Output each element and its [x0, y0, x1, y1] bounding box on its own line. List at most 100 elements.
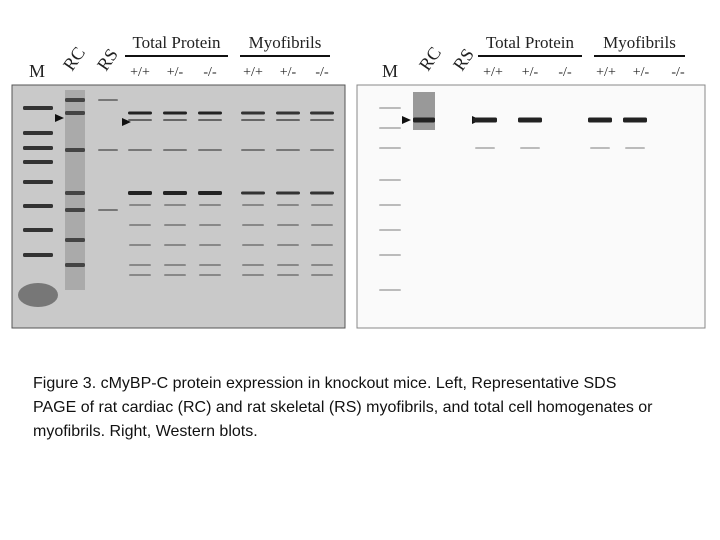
group-title: Myofibrils [249, 33, 322, 52]
band [129, 224, 151, 226]
band [65, 111, 85, 115]
band [379, 204, 401, 206]
band [310, 149, 334, 151]
band [588, 117, 612, 123]
band [590, 147, 610, 149]
band [164, 204, 186, 206]
band [23, 204, 53, 208]
band [129, 274, 151, 276]
band [164, 244, 186, 246]
band [23, 228, 53, 232]
lane-label: RS [449, 45, 478, 75]
band [65, 148, 85, 152]
band [129, 204, 151, 206]
gel-left-border [11, 84, 346, 329]
band [242, 274, 264, 276]
band [163, 149, 187, 151]
marker-label: M [382, 61, 398, 81]
genotype-label: +/+ [483, 65, 503, 80]
band [379, 127, 401, 129]
band [475, 147, 495, 149]
band [65, 191, 85, 195]
band [379, 179, 401, 181]
band [129, 264, 151, 266]
band [23, 106, 53, 110]
band [277, 224, 299, 226]
band [163, 119, 187, 121]
band [242, 264, 264, 266]
band [311, 204, 333, 206]
band [198, 111, 222, 115]
band [163, 111, 187, 115]
marker-label: M [29, 61, 45, 81]
band [23, 131, 53, 135]
genotype-label: -/- [558, 65, 572, 80]
band [199, 224, 221, 226]
band [98, 149, 118, 151]
band [379, 289, 401, 291]
band [277, 264, 299, 266]
band [18, 283, 58, 307]
genotype-label: +/- [167, 65, 184, 80]
band [379, 147, 401, 149]
band [163, 191, 187, 195]
band [129, 244, 151, 246]
band [241, 149, 265, 151]
band [310, 119, 334, 121]
band [23, 180, 53, 184]
band [128, 111, 152, 115]
genotype-label: -/- [203, 65, 217, 80]
band [413, 117, 435, 123]
band [198, 119, 222, 121]
band [311, 244, 333, 246]
band [310, 191, 334, 195]
band [198, 149, 222, 151]
band [199, 264, 221, 266]
genotype-label: +/+ [130, 65, 150, 80]
band [623, 117, 647, 123]
band [311, 274, 333, 276]
band [379, 107, 401, 109]
band [23, 253, 53, 257]
band [65, 208, 85, 212]
band [310, 111, 334, 115]
band [242, 244, 264, 246]
lane-label: RS [93, 45, 122, 75]
band [128, 191, 152, 195]
band [65, 98, 85, 102]
band [164, 224, 186, 226]
band [98, 209, 118, 211]
band [199, 274, 221, 276]
band [65, 90, 85, 290]
arrow [402, 116, 411, 124]
band [242, 224, 264, 226]
band [311, 224, 333, 226]
band [23, 146, 53, 150]
band [625, 147, 645, 149]
band [277, 274, 299, 276]
band [473, 117, 497, 123]
band [242, 204, 264, 206]
genotype-label: +/- [522, 65, 539, 80]
band [277, 244, 299, 246]
band [128, 119, 152, 121]
band [199, 244, 221, 246]
genotype-label: +/- [280, 65, 297, 80]
band [379, 229, 401, 231]
band [379, 254, 401, 256]
arrow [122, 118, 131, 126]
gel-left [12, 85, 345, 328]
band [311, 264, 333, 266]
band [199, 204, 221, 206]
band [23, 160, 53, 164]
band [413, 92, 435, 130]
group-title: Total Protein [132, 33, 221, 52]
band [98, 99, 118, 101]
arrow [55, 114, 64, 122]
band [128, 149, 152, 151]
genotype-label: -/- [671, 65, 685, 80]
band [518, 117, 542, 123]
genotype-label: +/+ [596, 65, 616, 80]
band [277, 204, 299, 206]
